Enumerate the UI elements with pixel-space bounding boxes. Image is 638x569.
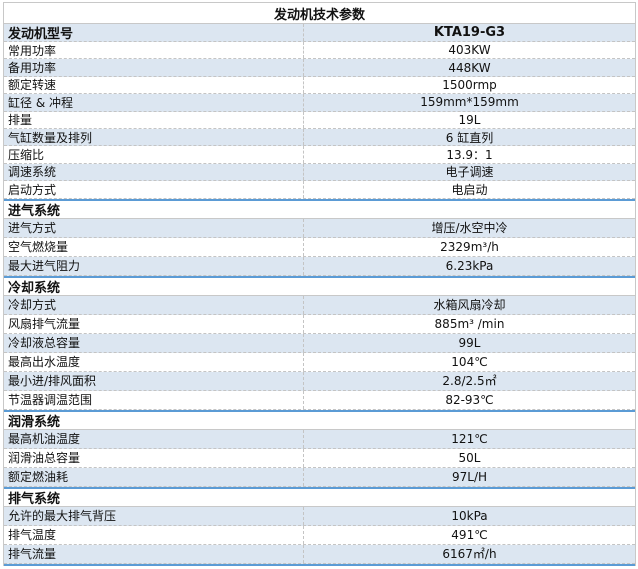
row-label: 冷却方式 — [4, 295, 304, 314]
table-row: 启动方式 电启动 — [4, 181, 635, 199]
system-sections: 进气系统 进气方式 增压/水空中冷空气燃烧量 2329m³/h 最大进气阻力 6.23kP… — [4, 198, 635, 564]
row-label: 气缸数量及排列 — [4, 128, 304, 146]
table-row: 进气方式 增压/水空中冷 — [4, 218, 635, 238]
table-row: 节温器调温范围 82-93℃ — [4, 390, 635, 410]
row-label: 额定转速 — [4, 76, 304, 94]
row-label: 排气流量 — [4, 544, 304, 563]
row-value: 增压/水空中冷 — [431, 221, 508, 236]
table-row: 冷却液总容量 99L — [4, 333, 635, 353]
row-value: 电启动 — [451, 182, 488, 197]
table-row: 冷却方式 水箱风扇冷却 — [4, 295, 635, 315]
row-value: 121℃ — [451, 431, 488, 446]
row-value: KTA19-G3 — [433, 25, 506, 40]
table-row: 排量 19L — [4, 111, 635, 129]
general-section: 常用功率 403KW 备用功率 448KW 额定转速 1500rmp 缸径 & 冲程 159m… — [4, 42, 635, 199]
row-value: 水箱风扇冷却 — [433, 298, 506, 313]
table-row: 允许的最大排气背压 10kPa — [4, 506, 635, 526]
row-label: 最大进气阻力 — [4, 256, 304, 275]
table-row: 压缩比 13.9：1 — [4, 146, 635, 164]
row-value: 50L — [458, 450, 481, 465]
section-header: 排气系统 — [4, 486, 635, 507]
table-row: 风扇排气流量 885m³ /min — [4, 314, 635, 334]
row-label: 空气燃烧量 — [4, 237, 304, 256]
row-label: 调速系统 — [4, 163, 304, 181]
row-label: 排量 — [4, 111, 304, 128]
row-label: 最高出水温度 — [4, 352, 304, 371]
row-label: 冷却液总容量 — [4, 333, 304, 352]
table-row: 润滑油总容量 50L — [4, 448, 635, 468]
engine-model-row: 发动机型号 KTA19-G3 — [4, 24, 635, 42]
row-value: 6167㎡/h — [442, 547, 497, 562]
section-header: 冷却系统 — [4, 275, 635, 296]
table-title: 发动机技术参数 — [4, 2, 635, 24]
section-header: 进气系统 — [4, 198, 635, 219]
row-value: 2.8/2.5㎡ — [442, 374, 497, 389]
table-row: 排气温度 491℃ — [4, 525, 635, 545]
table-row: 最高出水温度 104℃ — [4, 352, 635, 372]
row-value: 403KW — [448, 43, 491, 58]
row-label: 进气方式 — [4, 218, 304, 237]
table-row: 常用功率 403KW — [4, 42, 635, 60]
row-label: 压缩比 — [4, 146, 304, 163]
table-row: 缸径 & 冲程 159mm*159mm — [4, 94, 635, 112]
row-value: 448KW — [448, 60, 491, 75]
row-value: 99L — [458, 335, 481, 350]
row-value: 885m³ /min — [434, 316, 505, 331]
row-label: 启动方式 — [4, 181, 304, 198]
row-label: 节温器调温范围 — [4, 390, 304, 409]
table-row: 最小进/排风面积 2.8/2.5㎡ — [4, 371, 635, 391]
row-label: 额定燃油耗 — [4, 467, 304, 486]
row-label: 常用功率 — [4, 42, 304, 59]
table-row: 空气燃烧量 2329m³/h — [4, 237, 635, 257]
table-row: 备用功率 448KW — [4, 59, 635, 77]
row-value: 19L — [458, 112, 481, 127]
table-row: 排气流量 6167㎡/h — [4, 544, 635, 564]
row-label: 排气温度 — [4, 525, 304, 544]
row-label: 最小进/排风面积 — [4, 371, 304, 390]
table-row: 额定燃油耗 97L/H — [4, 467, 635, 487]
row-label: 润滑油总容量 — [4, 448, 304, 467]
table-row: 最高机油温度 121℃ — [4, 429, 635, 449]
row-value: 159mm*159mm — [420, 95, 519, 110]
table-row: 调速系统 电子调速 — [4, 163, 635, 182]
section-header: 润滑系统 — [4, 409, 635, 430]
row-value: 13.9：1 — [446, 148, 493, 163]
row-value: 6 缸直列 — [445, 130, 494, 145]
row-label: 缸径 & 冲程 — [4, 94, 304, 111]
row-value: 2329m³/h — [440, 239, 499, 254]
row-value: 6.23kPa — [445, 258, 494, 273]
row-label: 风扇排气流量 — [4, 314, 304, 333]
row-label: 备用功率 — [4, 59, 304, 76]
engine-spec-table: 发动机技术参数 发动机型号 KTA19-G3 常用功率 403KW 备用功率 448K… — [3, 2, 636, 566]
row-label: 发动机型号 — [4, 24, 304, 42]
row-value: 97L/H — [451, 469, 488, 484]
row-value: 104℃ — [451, 354, 488, 369]
table-bottom-border — [4, 563, 635, 566]
row-value: 491℃ — [451, 527, 488, 542]
table-row: 额定转速 1500rmp — [4, 76, 635, 95]
row-value: 电子调速 — [445, 165, 494, 180]
row-value: 10kPa — [451, 508, 488, 523]
row-value: 82-93℃ — [445, 392, 494, 407]
table-row: 气缸数量及排列 6 缸直列 — [4, 128, 635, 147]
row-value: 1500rmp — [442, 77, 497, 92]
row-label: 允许的最大排气背压 — [4, 506, 304, 525]
row-label: 最高机油温度 — [4, 429, 304, 448]
table-row: 最大进气阻力 6.23kPa — [4, 256, 635, 276]
